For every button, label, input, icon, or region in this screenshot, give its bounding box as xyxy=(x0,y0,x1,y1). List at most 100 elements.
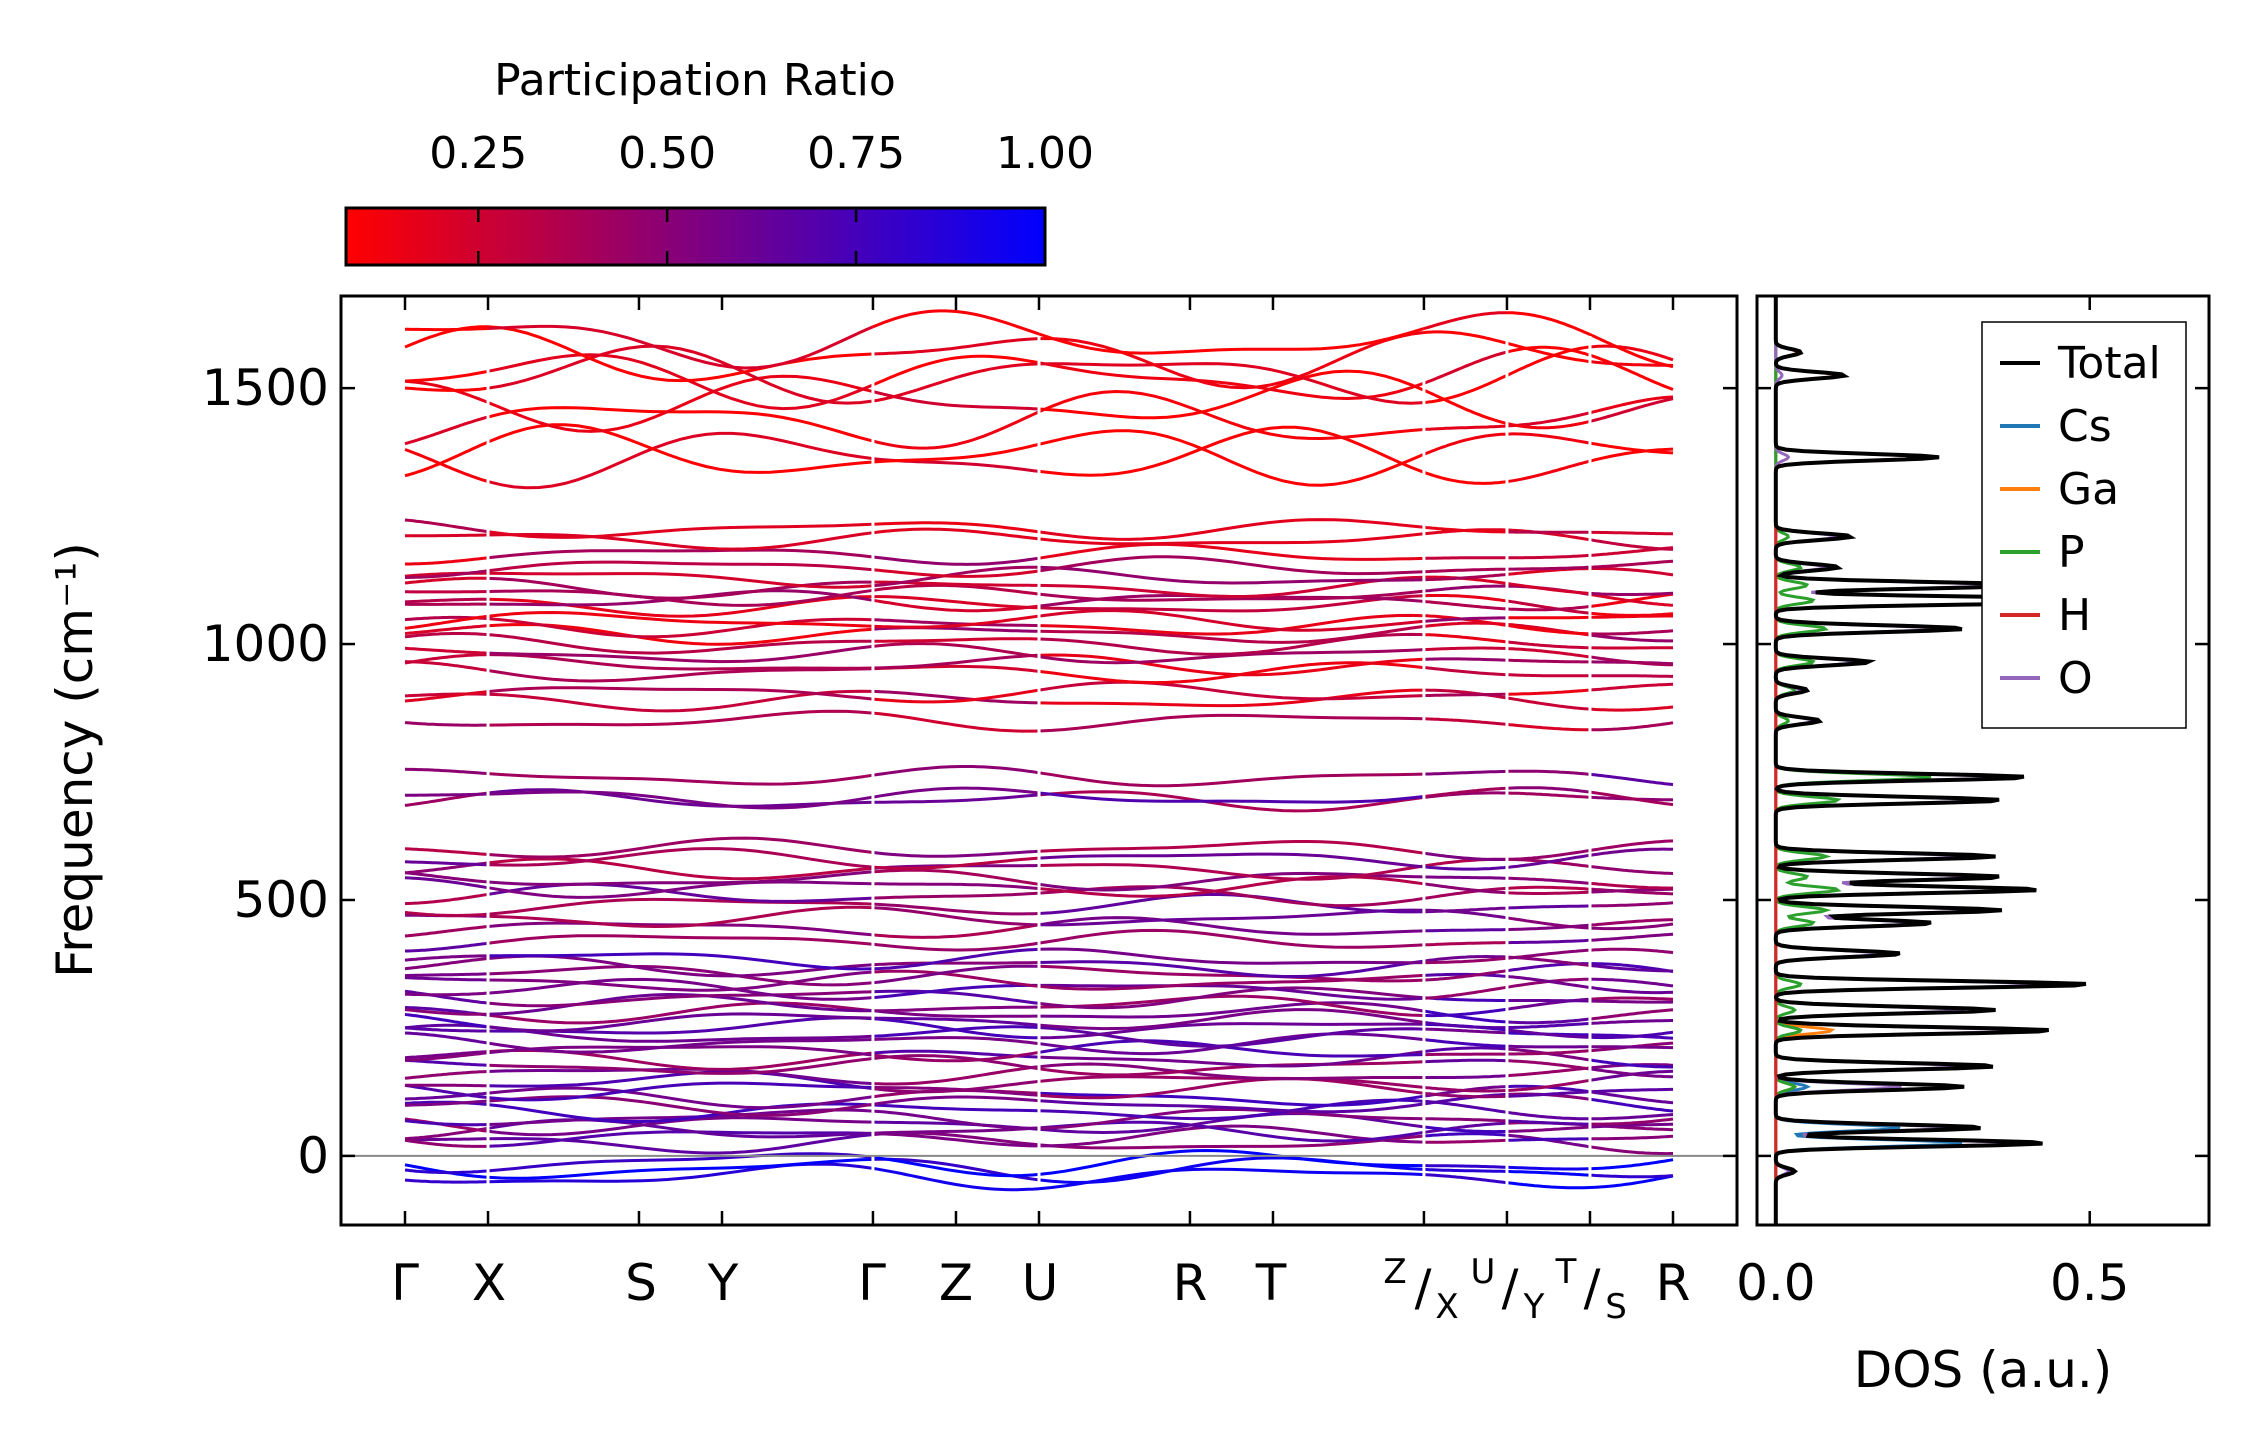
band-line xyxy=(1423,633,1508,644)
band-line xyxy=(1506,1119,1590,1126)
band-line xyxy=(872,1016,1040,1027)
band-line xyxy=(1038,1039,1424,1058)
band-line xyxy=(487,571,874,589)
band-line xyxy=(872,849,1040,858)
band-line xyxy=(1506,673,1590,678)
band-line xyxy=(487,870,874,886)
band-line xyxy=(1506,974,1591,989)
band-line xyxy=(1423,1052,1508,1057)
band-line xyxy=(487,1095,874,1117)
band-line xyxy=(1038,661,1425,685)
band-line xyxy=(1506,345,1591,377)
band-line xyxy=(1423,1173,1508,1185)
band-line xyxy=(1506,1059,1591,1071)
band-line xyxy=(1038,916,1424,936)
band-line xyxy=(872,786,1040,799)
band-line xyxy=(404,1026,488,1033)
colorbar: Participation Ratio 0.25 0.50 0.75 1.00 xyxy=(344,55,1094,267)
band-line xyxy=(1038,425,1425,477)
band-line xyxy=(872,906,1040,927)
band-line xyxy=(1423,572,1508,582)
y-tick-label: 0 xyxy=(297,1127,329,1185)
band-line xyxy=(1506,1090,1591,1098)
band-line xyxy=(872,614,1040,629)
band-line xyxy=(872,1050,1040,1063)
band-line xyxy=(1038,1091,1425,1107)
band-line xyxy=(1589,918,1674,927)
dos-x-tick-label: 0.0 xyxy=(1736,1254,1816,1312)
legend-label: Total xyxy=(2057,338,2161,389)
band-line xyxy=(1423,955,1508,963)
band-line xyxy=(404,1119,489,1127)
band-line xyxy=(1423,1132,1508,1138)
band-line xyxy=(405,533,488,538)
band-line xyxy=(1589,629,1674,636)
band-line xyxy=(1506,853,1591,869)
band-line xyxy=(1589,633,1673,643)
legend-frame xyxy=(1981,321,2187,729)
band-line xyxy=(1589,360,1674,367)
band-line xyxy=(487,610,874,628)
band-line xyxy=(1589,530,1673,536)
dos-legend: Total Cs Ga PHO xyxy=(1981,321,2187,729)
band-line xyxy=(487,374,874,433)
band-line xyxy=(873,595,1040,610)
band-line xyxy=(1423,1020,1507,1030)
band-line xyxy=(487,1081,874,1102)
band-line xyxy=(487,952,874,971)
band-line xyxy=(1038,1075,1425,1089)
band-line xyxy=(1038,369,1425,420)
band-line xyxy=(1038,852,1425,869)
band-line xyxy=(1506,876,1591,885)
band-line xyxy=(1423,1007,1508,1018)
band-line xyxy=(872,765,1040,777)
band-line xyxy=(1506,948,1591,960)
band-line xyxy=(1038,565,1424,585)
band-line xyxy=(1506,623,1591,636)
kpath-split-labels: Z / X U / Y T / S xyxy=(1383,1252,1626,1327)
band-line xyxy=(872,1017,1040,1040)
band-line xyxy=(487,977,874,1001)
band-line xyxy=(1038,1077,1425,1100)
band-line xyxy=(872,941,1040,952)
band-line xyxy=(872,618,1040,628)
band-line xyxy=(1506,696,1591,711)
band-line xyxy=(404,632,489,639)
band-line xyxy=(487,788,874,808)
band-line xyxy=(872,689,1040,705)
band-line xyxy=(1507,311,1591,336)
band-line xyxy=(1507,1049,1591,1056)
band-line xyxy=(1038,885,1425,908)
band-line xyxy=(1589,447,1674,463)
band-line xyxy=(872,891,1040,900)
band-line xyxy=(1589,1158,1674,1171)
band-plot-frame xyxy=(339,294,1739,1227)
band-line xyxy=(872,568,1040,578)
band-line xyxy=(1589,1087,1673,1094)
band-line xyxy=(404,325,489,349)
band-line xyxy=(872,1166,1040,1192)
band-line xyxy=(487,406,874,443)
band-line xyxy=(1589,1097,1674,1113)
band-line xyxy=(873,793,1040,804)
band-line xyxy=(1423,330,1508,345)
dos-lines xyxy=(1773,296,2186,1225)
band-line xyxy=(404,1138,489,1148)
band-line xyxy=(1038,1050,1425,1068)
band-line xyxy=(872,442,1040,464)
band-line xyxy=(487,1045,874,1057)
band-line xyxy=(1506,1078,1591,1092)
kpath-split-t-top: T xyxy=(1555,1252,1577,1292)
band-line xyxy=(1423,1117,1508,1123)
colorbar-tick-label: 0.50 xyxy=(618,128,716,179)
kpath-split-slash: / xyxy=(1584,1259,1601,1317)
band-line xyxy=(1038,791,1425,804)
band-line xyxy=(1589,593,1674,607)
band-line xyxy=(404,767,489,776)
band-line xyxy=(1589,611,1674,617)
band-line xyxy=(1589,441,1674,455)
band-line xyxy=(1038,542,1424,561)
band-line xyxy=(1038,1134,1425,1150)
band-line xyxy=(1038,947,1424,965)
band-line xyxy=(404,721,488,727)
